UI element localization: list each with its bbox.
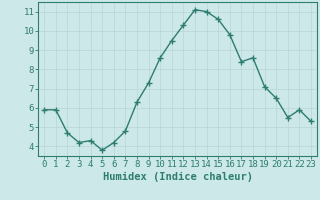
X-axis label: Humidex (Indice chaleur): Humidex (Indice chaleur): [103, 172, 252, 182]
